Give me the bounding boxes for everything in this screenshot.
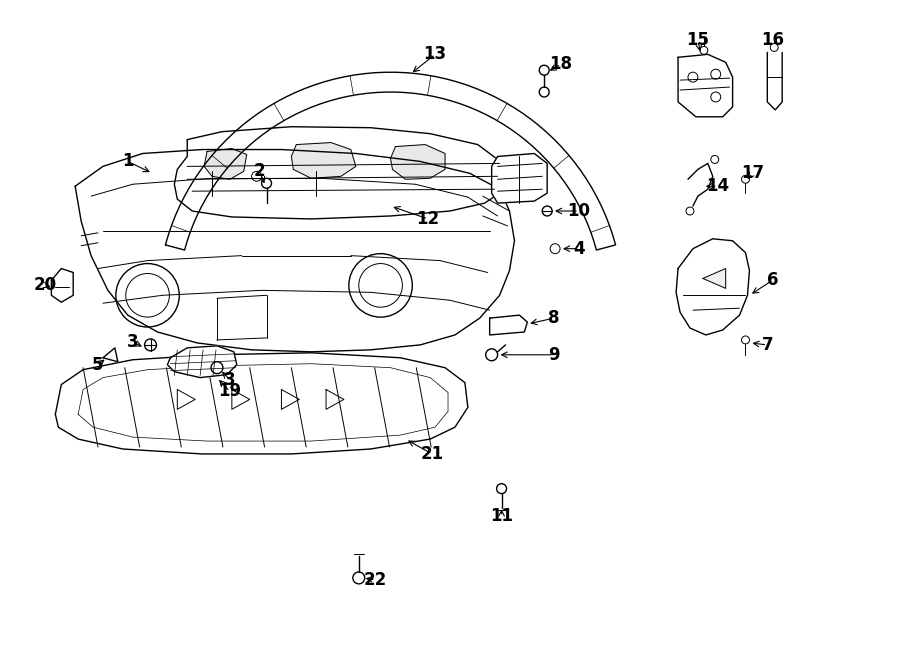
Text: 7: 7 [761, 336, 773, 354]
Text: 2: 2 [254, 163, 266, 180]
Polygon shape [490, 315, 527, 335]
Text: 1: 1 [122, 153, 133, 171]
Text: 8: 8 [548, 309, 560, 327]
Text: 16: 16 [760, 32, 784, 50]
Polygon shape [491, 153, 547, 203]
Text: 4: 4 [573, 240, 585, 258]
Polygon shape [391, 145, 445, 179]
Polygon shape [292, 143, 356, 178]
Text: 20: 20 [34, 276, 57, 294]
Text: 22: 22 [364, 571, 387, 589]
Text: 10: 10 [567, 202, 590, 220]
Text: 18: 18 [550, 56, 572, 73]
Polygon shape [204, 149, 247, 179]
Text: 21: 21 [420, 445, 444, 463]
Text: 6: 6 [767, 272, 778, 290]
Text: 14: 14 [706, 177, 729, 195]
Polygon shape [175, 127, 505, 219]
Text: 3: 3 [127, 333, 139, 351]
Polygon shape [103, 348, 118, 362]
Text: 19: 19 [219, 383, 241, 401]
Polygon shape [703, 268, 725, 288]
Polygon shape [167, 346, 237, 377]
Text: 12: 12 [417, 210, 440, 228]
Polygon shape [51, 268, 73, 302]
Text: 11: 11 [491, 508, 513, 525]
Text: 17: 17 [741, 165, 764, 182]
Text: 5: 5 [92, 356, 104, 373]
Polygon shape [678, 54, 733, 117]
Polygon shape [76, 149, 515, 352]
Polygon shape [55, 353, 468, 454]
Polygon shape [768, 52, 782, 110]
Text: 3: 3 [224, 371, 236, 389]
Text: 15: 15 [687, 32, 709, 50]
Polygon shape [676, 239, 750, 335]
Text: 9: 9 [548, 346, 560, 364]
Polygon shape [166, 72, 616, 250]
Text: 13: 13 [424, 46, 446, 63]
